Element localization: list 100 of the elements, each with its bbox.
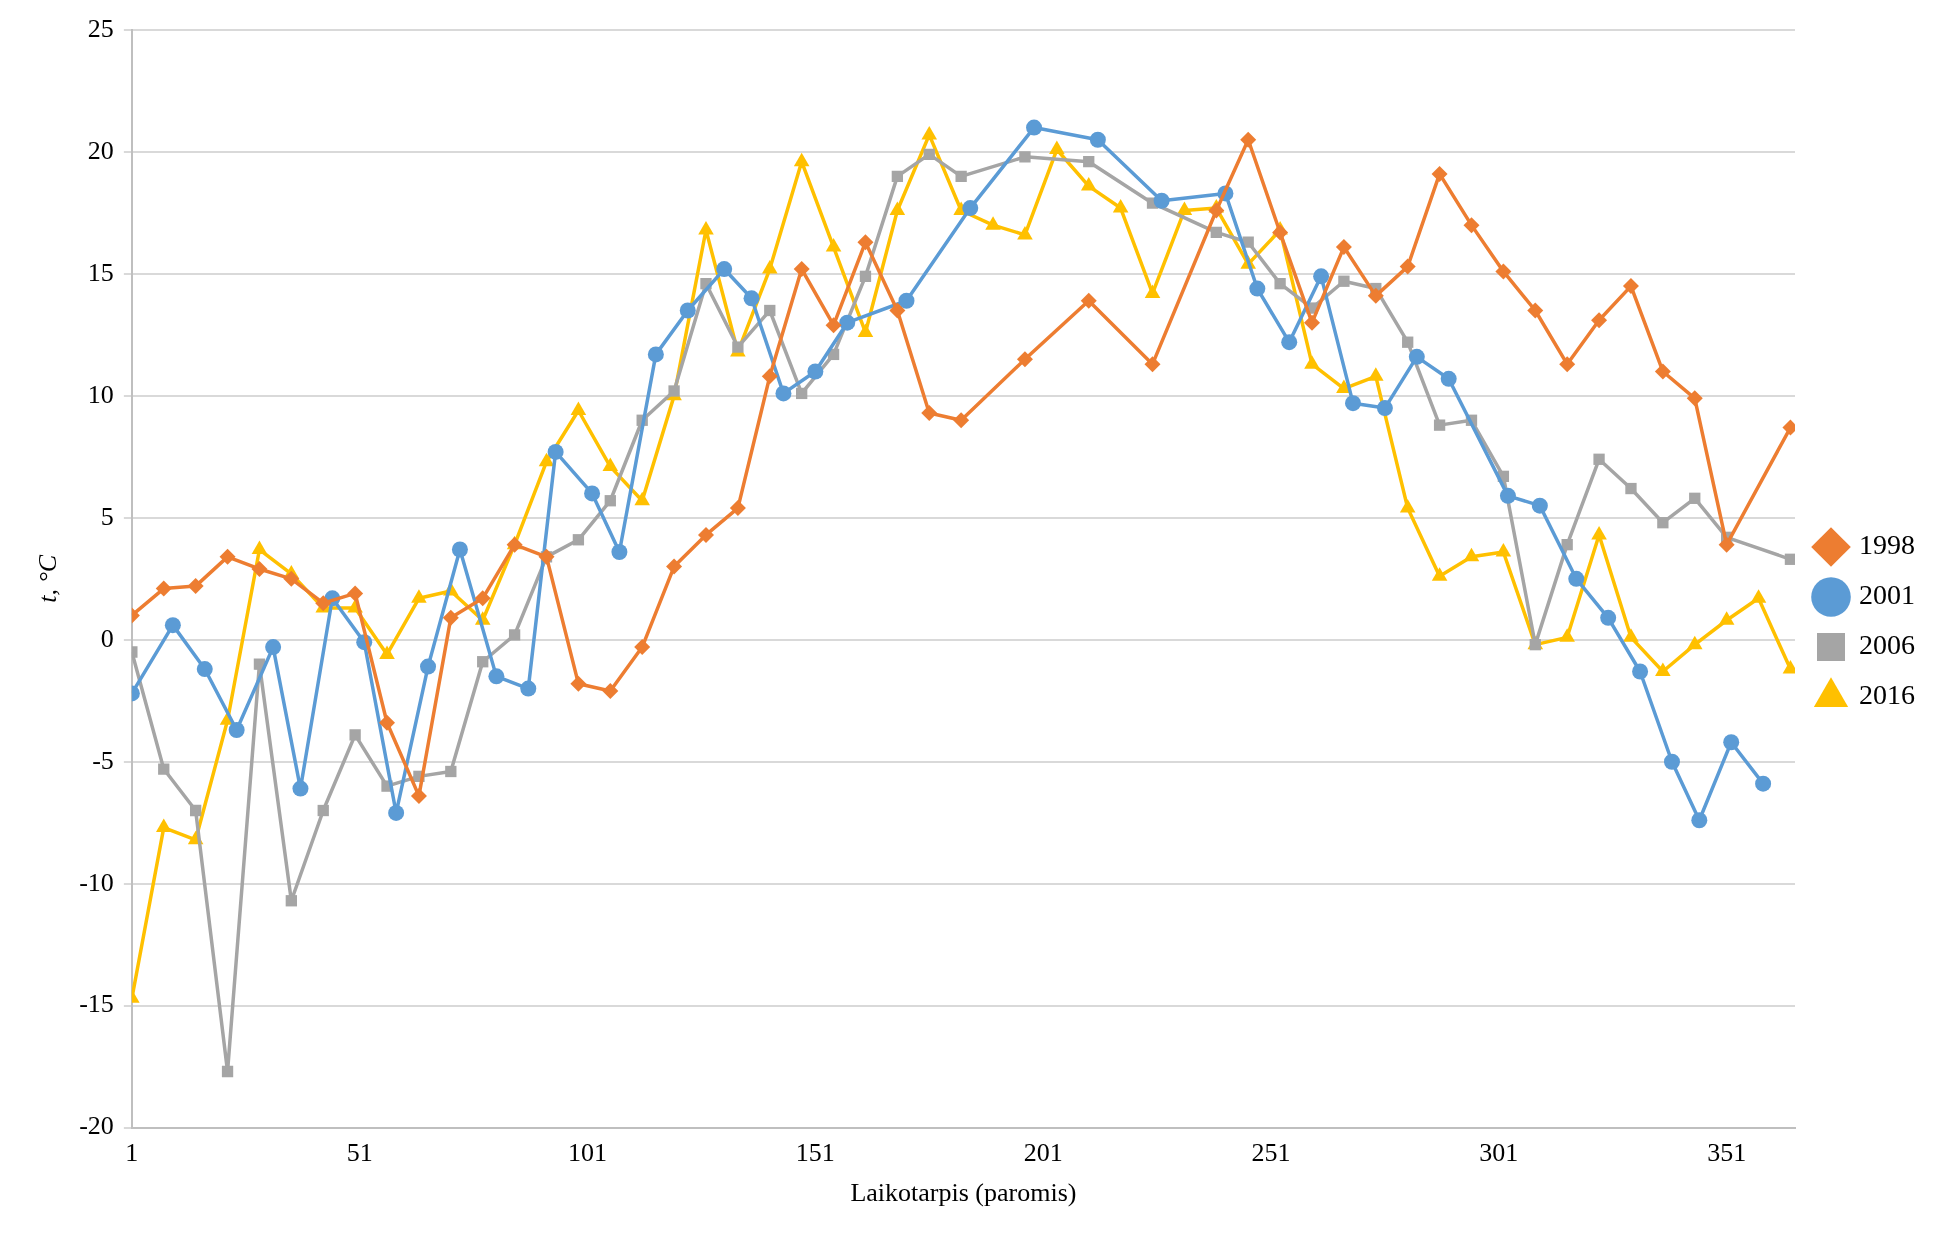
point	[1433, 419, 1446, 431]
legend-label: 2006	[1859, 629, 1915, 661]
point	[732, 341, 744, 353]
point	[158, 763, 170, 775]
point	[962, 200, 979, 217]
point	[825, 317, 842, 334]
point	[634, 639, 651, 656]
point	[1591, 312, 1608, 329]
point	[488, 668, 505, 685]
point	[292, 780, 309, 797]
point	[1376, 400, 1393, 417]
y-tick-label: 10	[87, 379, 114, 409]
point	[716, 261, 733, 278]
point	[388, 804, 405, 821]
point	[1755, 775, 1772, 792]
y-axis-title: t, °C	[33, 554, 63, 603]
y-tick-label: 20	[87, 135, 114, 165]
point	[1240, 131, 1257, 148]
point	[1686, 390, 1703, 407]
point	[265, 639, 282, 656]
y-tick-label: -5	[92, 745, 114, 775]
y-tick-label: 5	[100, 501, 114, 531]
point	[611, 543, 628, 560]
point	[196, 661, 213, 678]
point	[584, 485, 601, 502]
point	[155, 580, 172, 597]
point	[1440, 370, 1457, 387]
point	[1686, 635, 1703, 650]
point	[889, 201, 906, 215]
point	[1144, 356, 1161, 373]
point	[1632, 663, 1649, 680]
point	[985, 216, 1001, 230]
point	[410, 787, 427, 804]
y-tick-label: -20	[79, 1111, 114, 1141]
point	[1431, 165, 1448, 182]
point	[219, 548, 236, 565]
point	[889, 302, 906, 319]
point	[891, 170, 904, 182]
point	[1593, 453, 1605, 465]
point	[857, 234, 874, 251]
point	[1531, 497, 1548, 514]
point	[796, 387, 808, 400]
point	[1399, 499, 1416, 513]
point	[1249, 280, 1266, 297]
point	[1176, 201, 1193, 215]
point	[1622, 278, 1639, 295]
point	[477, 656, 489, 668]
point	[570, 675, 587, 692]
point	[1112, 199, 1129, 213]
point	[1274, 278, 1286, 290]
point	[1304, 314, 1321, 331]
point	[347, 585, 364, 602]
x-tick-label: 301	[1479, 1138, 1519, 1168]
y-tick-label: 0	[100, 623, 114, 653]
point	[1657, 517, 1669, 529]
point	[283, 570, 300, 587]
point	[825, 238, 842, 252]
point	[1529, 639, 1541, 651]
legend-label: 2001	[1859, 579, 1915, 611]
point	[1210, 226, 1222, 239]
point	[1527, 302, 1544, 319]
point	[572, 534, 585, 546]
y-tick-label: -15	[79, 989, 114, 1019]
point	[1017, 225, 1033, 240]
point	[764, 304, 776, 317]
point	[1080, 292, 1097, 309]
point	[1561, 539, 1573, 551]
y-tick-label: 15	[87, 257, 114, 287]
point	[538, 452, 555, 467]
point	[1499, 487, 1516, 504]
point	[793, 261, 810, 278]
point	[921, 404, 938, 421]
x-tick-label: 51	[346, 1138, 373, 1168]
y-tick-label: 25	[87, 13, 114, 43]
point	[923, 148, 935, 161]
point	[807, 363, 824, 380]
point	[898, 292, 915, 309]
point	[1600, 609, 1617, 626]
point	[164, 617, 181, 634]
point	[793, 152, 810, 167]
point	[520, 680, 537, 697]
point	[729, 500, 746, 517]
point	[604, 495, 616, 507]
point	[420, 658, 437, 675]
point	[1654, 363, 1671, 380]
point	[839, 314, 856, 331]
legend-label: 1998	[1859, 529, 1915, 561]
point	[315, 595, 332, 612]
point	[349, 729, 361, 741]
point	[698, 221, 714, 235]
point	[634, 491, 650, 506]
point	[1281, 334, 1298, 351]
point	[1559, 356, 1576, 373]
point	[1495, 263, 1512, 280]
point	[1313, 268, 1330, 285]
point	[668, 385, 680, 397]
point	[761, 260, 778, 274]
x-axis-title: Laikotarpis (paromis)	[850, 1178, 1077, 1208]
point	[1625, 482, 1637, 495]
point	[189, 804, 202, 817]
